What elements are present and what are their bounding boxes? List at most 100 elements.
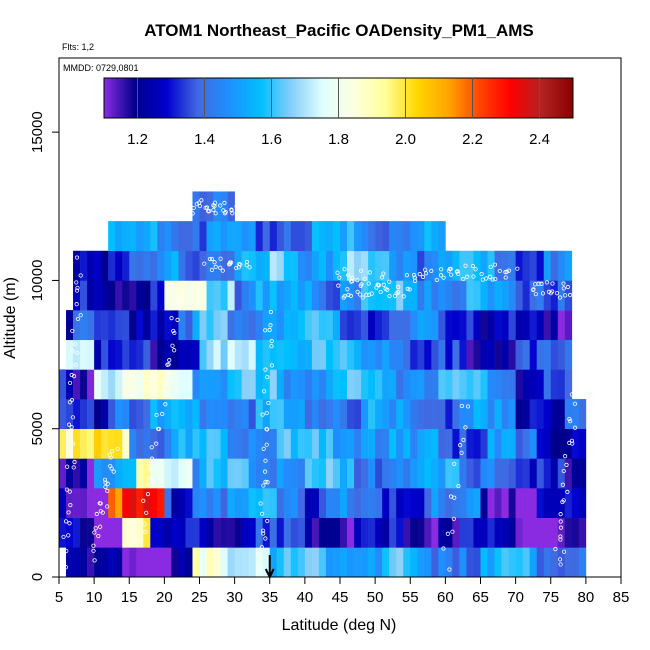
flight-track-point xyxy=(67,521,72,526)
heatmap-cell xyxy=(136,250,144,281)
heatmap-cell xyxy=(213,221,221,252)
heatmap-cell xyxy=(452,428,460,459)
flight-track-point xyxy=(387,293,392,299)
heatmap-cell xyxy=(73,517,81,548)
heatmap-cell xyxy=(473,399,481,430)
heatmap-cell xyxy=(508,458,516,489)
flight-track-point xyxy=(74,302,79,307)
heatmap-cell xyxy=(410,310,418,341)
flight-track-point xyxy=(536,281,541,286)
heatmap-cell xyxy=(150,517,158,548)
heatmap-cell xyxy=(508,399,516,430)
heatmap-cell xyxy=(213,517,221,548)
heatmap-cell xyxy=(192,250,200,281)
heatmap-cell xyxy=(354,488,362,518)
heatmap-cell xyxy=(255,310,264,341)
x-tick-label: 40 xyxy=(297,589,314,606)
heatmap-cell xyxy=(185,428,193,459)
heatmap-cell xyxy=(445,369,453,400)
heatmap-cell xyxy=(87,458,95,489)
flight-track-point xyxy=(267,327,272,333)
heatmap-cell xyxy=(452,310,460,341)
heatmap-cell xyxy=(318,488,327,518)
heatmap-cell xyxy=(185,221,193,252)
flight-track-point xyxy=(396,284,401,289)
flight-track-point xyxy=(378,289,383,295)
heatmap-cell xyxy=(80,399,88,430)
flight-track-point xyxy=(455,269,460,274)
heatmap-cell xyxy=(396,458,404,489)
heatmap-cell xyxy=(220,458,228,489)
flight-track-point xyxy=(162,380,168,386)
heatmap-cell xyxy=(304,517,313,548)
flight-track-point xyxy=(461,437,466,443)
heatmap-cell xyxy=(501,369,509,400)
heatmap-cell xyxy=(522,488,530,518)
x-tick-label: 70 xyxy=(507,589,524,606)
heatmap-cell xyxy=(508,339,516,370)
heatmap-cell xyxy=(389,369,397,400)
heatmap-cell xyxy=(73,369,81,400)
heatmap-cell xyxy=(410,339,418,370)
heatmap-cell xyxy=(515,428,523,459)
flight-track-point xyxy=(557,557,563,562)
heatmap-cell xyxy=(108,221,116,252)
flight-track-point xyxy=(448,494,454,499)
heatmap-cell xyxy=(466,399,474,430)
x-tick-label: 75 xyxy=(542,589,559,606)
flight-track-point xyxy=(359,282,364,287)
flight-track-point xyxy=(264,442,269,447)
flight-track-point xyxy=(91,543,96,548)
heatmap-cell xyxy=(375,250,383,281)
flight-track-point xyxy=(463,425,468,430)
heatmap-cell xyxy=(536,428,545,459)
flight-track-point xyxy=(445,531,451,536)
flight-track-point xyxy=(261,483,266,488)
heatmap-cell xyxy=(417,488,425,518)
heatmap-cell xyxy=(311,250,320,281)
heatmap-cell xyxy=(473,310,481,341)
heatmap-cell xyxy=(59,399,67,430)
heatmap-cell xyxy=(473,369,481,400)
heatmap-cell xyxy=(304,339,313,370)
heatmap-cell xyxy=(269,369,278,400)
flight-track-point xyxy=(80,243,85,249)
heatmap-cell xyxy=(248,250,256,281)
heatmap-cell xyxy=(262,458,271,489)
heatmap-cell xyxy=(136,280,144,311)
heatmap-cell xyxy=(164,339,172,370)
heatmap-cell xyxy=(241,458,249,489)
heatmap-cell xyxy=(171,517,179,548)
heatmap-cell xyxy=(340,339,348,370)
heatmap-cell xyxy=(234,399,242,430)
heatmap-cell xyxy=(543,339,552,370)
heatmap-cell xyxy=(480,428,488,459)
heatmap-cell xyxy=(234,488,242,518)
flight-track-point xyxy=(575,354,580,359)
heatmap-cell xyxy=(199,310,207,341)
heatmap-cell xyxy=(318,458,327,489)
heatmap-cell xyxy=(543,458,552,489)
flight-track-point xyxy=(429,268,434,274)
heatmap-cell xyxy=(332,250,341,281)
heatmap-cell xyxy=(557,399,566,430)
heatmap-cell xyxy=(283,399,292,430)
heatmap-cell xyxy=(192,517,200,548)
heatmap-cell xyxy=(325,221,334,252)
flight-track-point xyxy=(160,390,165,396)
heatmap-cell xyxy=(122,250,130,281)
flight-track-point xyxy=(144,510,149,515)
heatmap-cell xyxy=(178,280,186,311)
heatmap-cell xyxy=(297,221,306,252)
heatmap-cell xyxy=(262,310,271,341)
heatmap-cell xyxy=(304,458,313,489)
heatmap-cell xyxy=(473,280,481,311)
heatmap-cell xyxy=(466,339,474,370)
heatmap-cell xyxy=(297,547,306,577)
heatmap-cell xyxy=(459,547,467,577)
flight-track-point xyxy=(187,203,193,208)
flight-track-point xyxy=(75,285,80,291)
heatmap-cell xyxy=(515,339,523,370)
flight-track-point xyxy=(259,511,265,516)
heatmap-cell xyxy=(424,369,432,400)
